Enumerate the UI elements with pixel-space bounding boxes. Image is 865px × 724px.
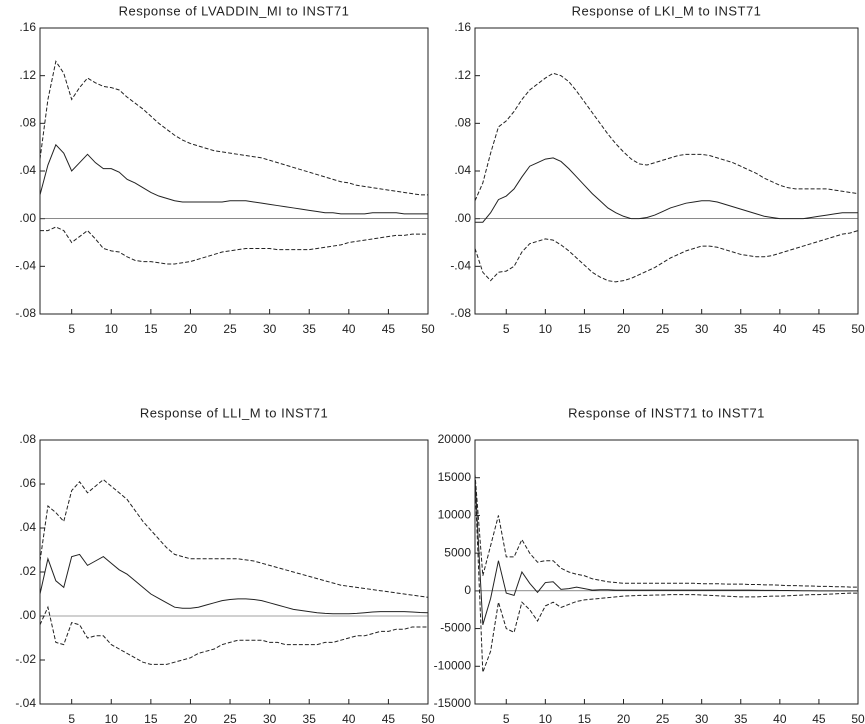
x-tick-label: 35 bbox=[734, 322, 748, 336]
x-tick-label: 35 bbox=[734, 712, 748, 724]
x-tick-label: 50 bbox=[851, 712, 865, 724]
x-tick-label: 30 bbox=[263, 712, 277, 724]
y-tick-label: .12 bbox=[19, 68, 36, 82]
x-tick-label: 25 bbox=[223, 322, 237, 336]
y-tick-label: .12 bbox=[454, 68, 471, 82]
x-tick-label: 50 bbox=[421, 322, 435, 336]
band-line bbox=[474, 481, 858, 673]
x-tick-label: 10 bbox=[105, 712, 119, 724]
chart-title: Response of LKI_M to INST71 bbox=[572, 3, 762, 18]
x-tick-label: 50 bbox=[851, 322, 865, 336]
y-tick-label: .00 bbox=[454, 211, 471, 225]
x-tick-label: 45 bbox=[382, 322, 396, 336]
x-tick-label: 5 bbox=[503, 322, 510, 336]
y-tick-label: -.04 bbox=[15, 259, 36, 273]
y-tick-label: .04 bbox=[454, 163, 471, 177]
response-line bbox=[475, 157, 858, 223]
x-tick-label: 20 bbox=[184, 712, 198, 724]
chart-title: Response of LVADDIN_MI to INST71 bbox=[119, 3, 350, 18]
x-tick-label: 10 bbox=[105, 322, 119, 336]
x-tick-label: 40 bbox=[342, 322, 356, 336]
y-tick-label: -.04 bbox=[450, 259, 471, 273]
x-tick-label: 20 bbox=[617, 322, 631, 336]
plot-frame bbox=[39, 27, 429, 315]
response-line bbox=[39, 553, 429, 615]
y-tick-label: 15000 bbox=[438, 470, 472, 484]
x-tick-label: 30 bbox=[695, 712, 709, 724]
y-tick-label: .00 bbox=[19, 211, 36, 225]
x-tick-label: 45 bbox=[812, 322, 826, 336]
y-tick-label: .16 bbox=[454, 20, 471, 34]
x-tick-label: 45 bbox=[382, 712, 396, 724]
y-tick-label: -15000 bbox=[434, 696, 472, 710]
y-tick-label: 5000 bbox=[444, 545, 471, 559]
x-tick-label: 40 bbox=[773, 712, 787, 724]
band-line bbox=[474, 473, 858, 588]
x-tick-label: 35 bbox=[303, 322, 317, 336]
y-tick-label: .04 bbox=[19, 520, 36, 534]
x-tick-label: 25 bbox=[656, 322, 670, 336]
band-line bbox=[40, 226, 428, 265]
x-tick-label: 20 bbox=[617, 712, 631, 724]
x-tick-label: 30 bbox=[263, 322, 277, 336]
x-tick-label: 30 bbox=[695, 322, 709, 336]
x-tick-label: 15 bbox=[578, 712, 592, 724]
plot-frame bbox=[474, 27, 859, 315]
y-tick-label: -.02 bbox=[15, 652, 36, 666]
y-tick-label: .02 bbox=[19, 564, 36, 578]
band-line bbox=[39, 478, 429, 598]
x-tick-label: 25 bbox=[223, 712, 237, 724]
y-tick-label: 0 bbox=[464, 583, 471, 597]
band-line bbox=[474, 230, 859, 283]
x-tick-label: 5 bbox=[68, 712, 75, 724]
x-tick-label: 45 bbox=[812, 712, 826, 724]
y-tick-label: .16 bbox=[19, 20, 36, 34]
x-tick-label: 10 bbox=[539, 322, 553, 336]
x-tick-label: 40 bbox=[773, 322, 787, 336]
response-line bbox=[474, 477, 858, 625]
x-tick-label: 5 bbox=[68, 322, 75, 336]
y-tick-label: .00 bbox=[19, 608, 36, 622]
y-tick-label: -.04 bbox=[15, 696, 36, 710]
x-tick-label: 40 bbox=[342, 712, 356, 724]
chart-title: Response of INST71 to INST71 bbox=[568, 405, 765, 420]
band-line bbox=[474, 72, 859, 201]
x-tick-label: 5 bbox=[503, 712, 510, 724]
y-tick-label: .08 bbox=[19, 116, 36, 130]
y-tick-label: .04 bbox=[19, 163, 36, 177]
plot-frame bbox=[39, 439, 429, 705]
band-line bbox=[39, 60, 428, 196]
y-tick-label: .08 bbox=[454, 116, 471, 130]
x-tick-label: 15 bbox=[144, 712, 158, 724]
y-tick-label: -10000 bbox=[434, 658, 472, 672]
x-tick-label: 15 bbox=[578, 322, 592, 336]
x-tick-label: 35 bbox=[303, 712, 317, 724]
x-tick-label: 25 bbox=[656, 712, 670, 724]
x-tick-label: 15 bbox=[144, 322, 158, 336]
chart-title: Response of LLI_M to INST71 bbox=[140, 405, 328, 420]
x-tick-label: 10 bbox=[539, 712, 553, 724]
response-line bbox=[39, 143, 428, 215]
y-tick-label: .08 bbox=[19, 432, 36, 446]
plot-frame bbox=[474, 439, 859, 705]
band-line bbox=[39, 605, 428, 665]
y-tick-label: 20000 bbox=[438, 432, 472, 446]
y-tick-label: 10000 bbox=[438, 508, 472, 522]
y-tick-label: .06 bbox=[19, 476, 36, 490]
y-tick-label: -5000 bbox=[440, 621, 471, 635]
y-tick-label: -.08 bbox=[15, 306, 36, 320]
x-tick-label: 20 bbox=[184, 322, 198, 336]
y-tick-label: -.08 bbox=[450, 306, 471, 320]
x-tick-label: 50 bbox=[421, 712, 435, 724]
